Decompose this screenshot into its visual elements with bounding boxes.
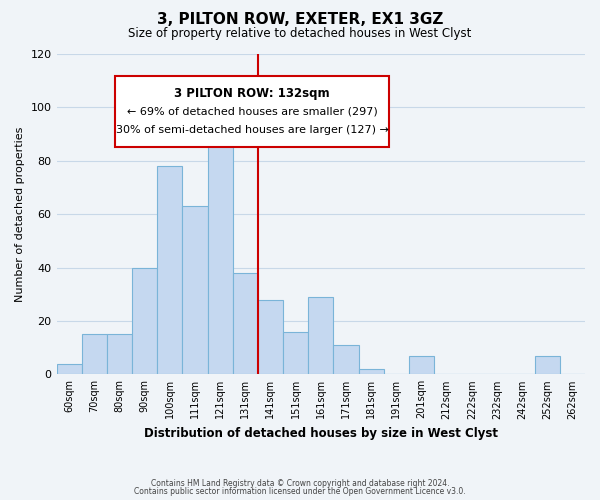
Text: 3 PILTON ROW: 132sqm: 3 PILTON ROW: 132sqm [174,87,330,100]
Bar [107,334,132,374]
Bar [233,273,258,374]
Y-axis label: Number of detached properties: Number of detached properties [15,126,25,302]
Text: 30% of semi-detached houses are larger (127) →: 30% of semi-detached houses are larger (… [116,124,389,134]
Text: Size of property relative to detached houses in West Clyst: Size of property relative to detached ho… [128,28,472,40]
Bar [182,206,208,374]
Bar [283,332,308,374]
Bar [132,268,157,374]
Text: Contains HM Land Registry data © Crown copyright and database right 2024.: Contains HM Land Registry data © Crown c… [151,478,449,488]
Bar [157,166,182,374]
Bar [56,364,82,374]
Bar [308,297,334,374]
Text: 3, PILTON ROW, EXETER, EX1 3GZ: 3, PILTON ROW, EXETER, EX1 3GZ [157,12,443,28]
Bar [334,345,359,374]
Text: ← 69% of detached houses are smaller (297): ← 69% of detached houses are smaller (29… [127,106,377,117]
Bar [258,300,283,374]
Text: Contains public sector information licensed under the Open Government Licence v3: Contains public sector information licen… [134,488,466,496]
Bar [359,369,383,374]
Bar [535,356,560,374]
Bar [409,356,434,374]
FancyBboxPatch shape [115,76,389,147]
Bar [82,334,107,374]
X-axis label: Distribution of detached houses by size in West Clyst: Distribution of detached houses by size … [144,427,498,440]
Bar [208,145,233,374]
